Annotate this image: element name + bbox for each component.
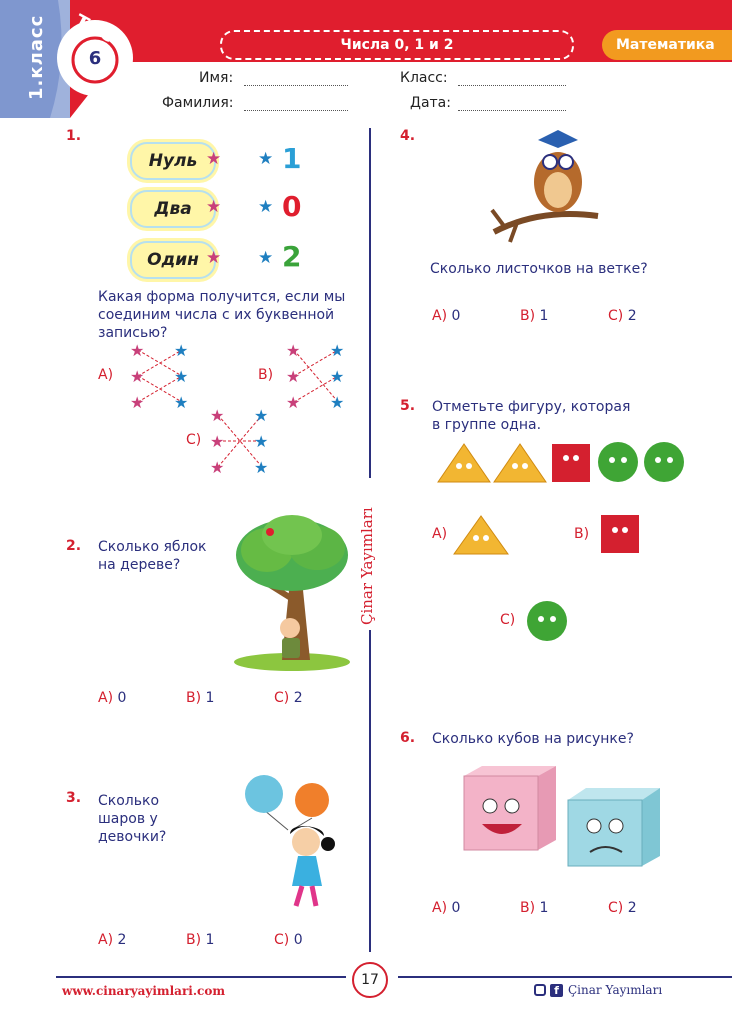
q1-digit-2: 2 — [282, 240, 302, 273]
svg-text:★: ★ — [254, 458, 268, 477]
q3-option-b[interactable]: B) 1 — [186, 932, 215, 948]
test-title: Числа 0, 1 и 2 — [340, 37, 454, 53]
svg-text:★: ★ — [210, 432, 224, 451]
side-brand: Çinar Yayımları — [358, 507, 376, 625]
q6-option-c[interactable]: C) 2 — [608, 900, 637, 916]
q3-option-c[interactable]: C) 0 — [274, 932, 303, 948]
test-number: 6 — [88, 48, 102, 69]
svg-text:★: ★ — [174, 367, 188, 386]
q2-option-b[interactable]: B) 1 — [186, 690, 215, 706]
svg-text:★: ★ — [174, 341, 188, 360]
footer-brand: Çinar Yayımları — [568, 983, 663, 997]
q6-option-a[interactable]: A) 0 — [432, 900, 461, 916]
q1-option-c-figure: ★ ★ ★ ★ ★ ★ — [210, 406, 268, 477]
test-title-bar: Числа 0, 1 и 2 — [220, 30, 574, 60]
q1-number: 1. — [66, 128, 82, 144]
q6-number: 6. — [400, 730, 416, 746]
q4-option-c[interactable]: C) 2 — [608, 308, 637, 324]
subject-badge: Математика — [602, 30, 732, 60]
cubes-illustration — [463, 766, 660, 867]
svg-text:★: ★ — [330, 367, 344, 386]
svg-text:★: ★ — [330, 341, 344, 360]
q5-option-b-square — [601, 515, 639, 553]
svg-text:★: ★ — [286, 393, 300, 412]
svg-text:★: ★ — [330, 393, 344, 412]
q1-text: Какая форма получится, если мы соединим … — [98, 289, 346, 341]
date-label: Дата: — [410, 95, 451, 111]
q5-option-a[interactable]: A) — [432, 526, 448, 542]
footer-line-right — [398, 976, 732, 978]
q1-word-3: Один — [130, 241, 216, 279]
q5-text: Отметьте фигуру, которая в группе одна. — [432, 399, 631, 433]
q4-option-b[interactable]: B) 1 — [520, 308, 549, 324]
q1-star-blue-1: ★ — [258, 149, 274, 169]
q1-digit-1: 1 — [282, 142, 302, 175]
girl-balloons-illustration — [245, 775, 335, 907]
class-field[interactable] — [458, 85, 566, 86]
page-number-circle: 17 — [352, 962, 388, 998]
svg-text:★: ★ — [210, 458, 224, 477]
svg-text:★: ★ — [254, 432, 268, 451]
name-field[interactable] — [244, 85, 348, 86]
q5-option-b[interactable]: B) — [574, 526, 590, 542]
surname-label: Фамилия: — [162, 95, 234, 111]
q4-number: 4. — [400, 128, 416, 144]
q2-text: Сколько яблок на дереве? — [98, 539, 207, 573]
q4-text: Сколько листочков на ветке? — [430, 261, 648, 277]
owl-on-branch-illustration — [490, 130, 599, 243]
class-label: Класс: — [400, 70, 448, 86]
facebook-icon[interactable]: f — [550, 984, 563, 997]
q5-option-c-circle — [527, 601, 567, 641]
q1-word-1: Нуль — [130, 142, 216, 180]
q5-number: 5. — [400, 398, 416, 414]
q1-star-blue-2: ★ — [258, 197, 274, 217]
q1-option-a[interactable]: A) — [98, 367, 114, 383]
svg-text:★: ★ — [130, 393, 144, 412]
grade-label: 1.класс — [26, 14, 47, 100]
q5-option-a-triangle — [453, 515, 509, 555]
q3-number: 3. — [66, 790, 82, 806]
center-divider-top — [369, 128, 371, 478]
q1-star-pink-1: ★ — [206, 149, 222, 169]
svg-text:★: ★ — [254, 406, 268, 425]
header-background — [0, 0, 732, 118]
q3-text: Сколько шаров у девочки? — [98, 793, 167, 845]
q1-word-2: Два — [130, 190, 216, 228]
q2-number: 2. — [66, 538, 82, 554]
q5-option-c[interactable]: C) — [500, 612, 516, 628]
instagram-icon[interactable] — [534, 984, 546, 996]
svg-text:★: ★ — [286, 367, 300, 386]
q1-option-c[interactable]: C) — [186, 432, 202, 448]
q6-text: Сколько кубов на рисунке? — [432, 731, 634, 747]
q3-option-a[interactable]: A) 2 — [98, 932, 127, 948]
footer-line-left — [56, 976, 346, 978]
surname-field[interactable] — [244, 110, 348, 111]
svg-text:★: ★ — [130, 367, 144, 386]
date-field[interactable] — [458, 110, 566, 111]
svg-text:★: ★ — [286, 341, 300, 360]
q1-star-pink-3: ★ — [206, 248, 222, 268]
footer-website[interactable]: www.cinaryayimlari.com — [62, 984, 226, 998]
tree-illustration — [234, 515, 350, 671]
q2-option-c[interactable]: C) 2 — [274, 690, 303, 706]
q1-option-b-figure: ★ ★ ★ ★ ★ ★ — [286, 341, 344, 412]
page-number: 17 — [361, 972, 379, 988]
subject-label: Математика — [616, 37, 715, 53]
center-divider-bottom — [369, 630, 371, 952]
q1-star-blue-3: ★ — [258, 248, 274, 268]
q1-option-a-figure: ★ ★ ★ ★ ★ ★ — [130, 341, 188, 412]
q1-digit-0: 0 — [282, 190, 302, 223]
q4-option-a[interactable]: A) 0 — [432, 308, 461, 324]
q6-option-b[interactable]: B) 1 — [520, 900, 549, 916]
q1-option-b[interactable]: B) — [258, 367, 274, 383]
name-label: Имя: — [199, 70, 234, 86]
q2-option-a[interactable]: A) 0 — [98, 690, 127, 706]
svg-text:★: ★ — [210, 406, 224, 425]
q5-shape-group — [437, 442, 684, 483]
svg-text:★: ★ — [130, 341, 144, 360]
q1-star-pink-2: ★ — [206, 197, 222, 217]
svg-text:★: ★ — [174, 393, 188, 412]
